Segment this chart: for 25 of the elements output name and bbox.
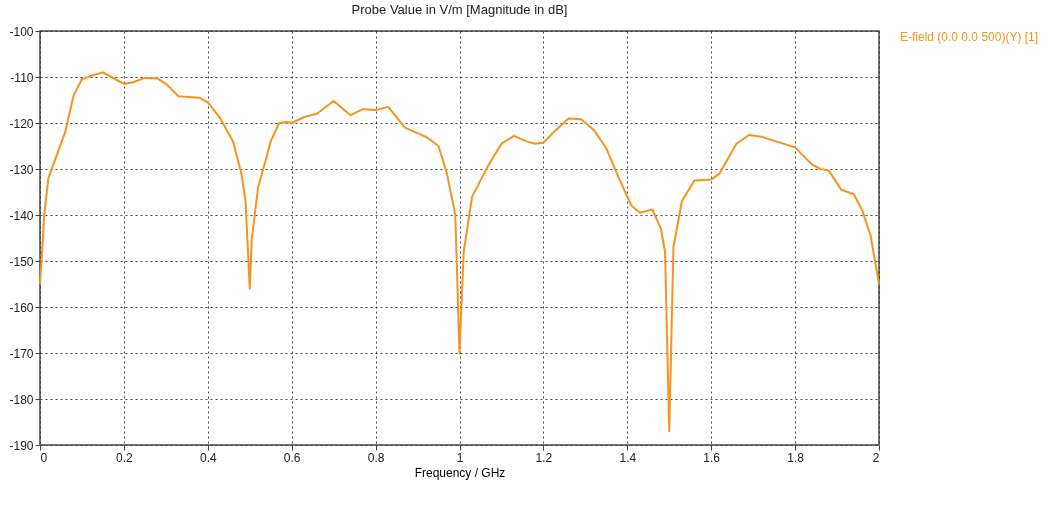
x-tick-label: 1: [456, 450, 464, 465]
y-tick-label: -150: [9, 254, 34, 269]
y-tick-label: -170: [9, 346, 34, 361]
x-tick-label: 1.6: [703, 450, 721, 465]
x-tick-label: 0.8: [367, 450, 385, 465]
chart-title: Probe Value in V/m [Magnitude in dB]: [351, 2, 568, 17]
y-tick-label: -180: [9, 392, 34, 407]
x-tick-label: 1.4: [619, 450, 637, 465]
x-tick-label: 0.4: [199, 450, 217, 465]
x-tick-label: 0.6: [283, 450, 301, 465]
y-tick-label: -120: [9, 116, 34, 131]
x-axis-title: Frequency / GHz: [414, 465, 506, 480]
line-series: [39, 71, 880, 433]
y-tick-label: -190: [9, 438, 34, 453]
x-tick-label: 1.2: [535, 450, 553, 465]
y-tick-label: -110: [10, 70, 34, 85]
text: E-field (0.0 0.0 500)(Y) [1]: [900, 30, 1039, 44]
y-tick-label: -100: [9, 24, 34, 39]
y-tick-label: -140: [9, 208, 34, 223]
x-tick-label: 0: [40, 450, 48, 465]
y-tick-label: -130: [9, 162, 34, 177]
x-tick-label: 2: [872, 450, 880, 465]
y-tick-label: -160: [9, 300, 34, 315]
x-tick-label: 1.8: [787, 450, 805, 465]
x-tick-label: 0.2: [116, 450, 134, 465]
